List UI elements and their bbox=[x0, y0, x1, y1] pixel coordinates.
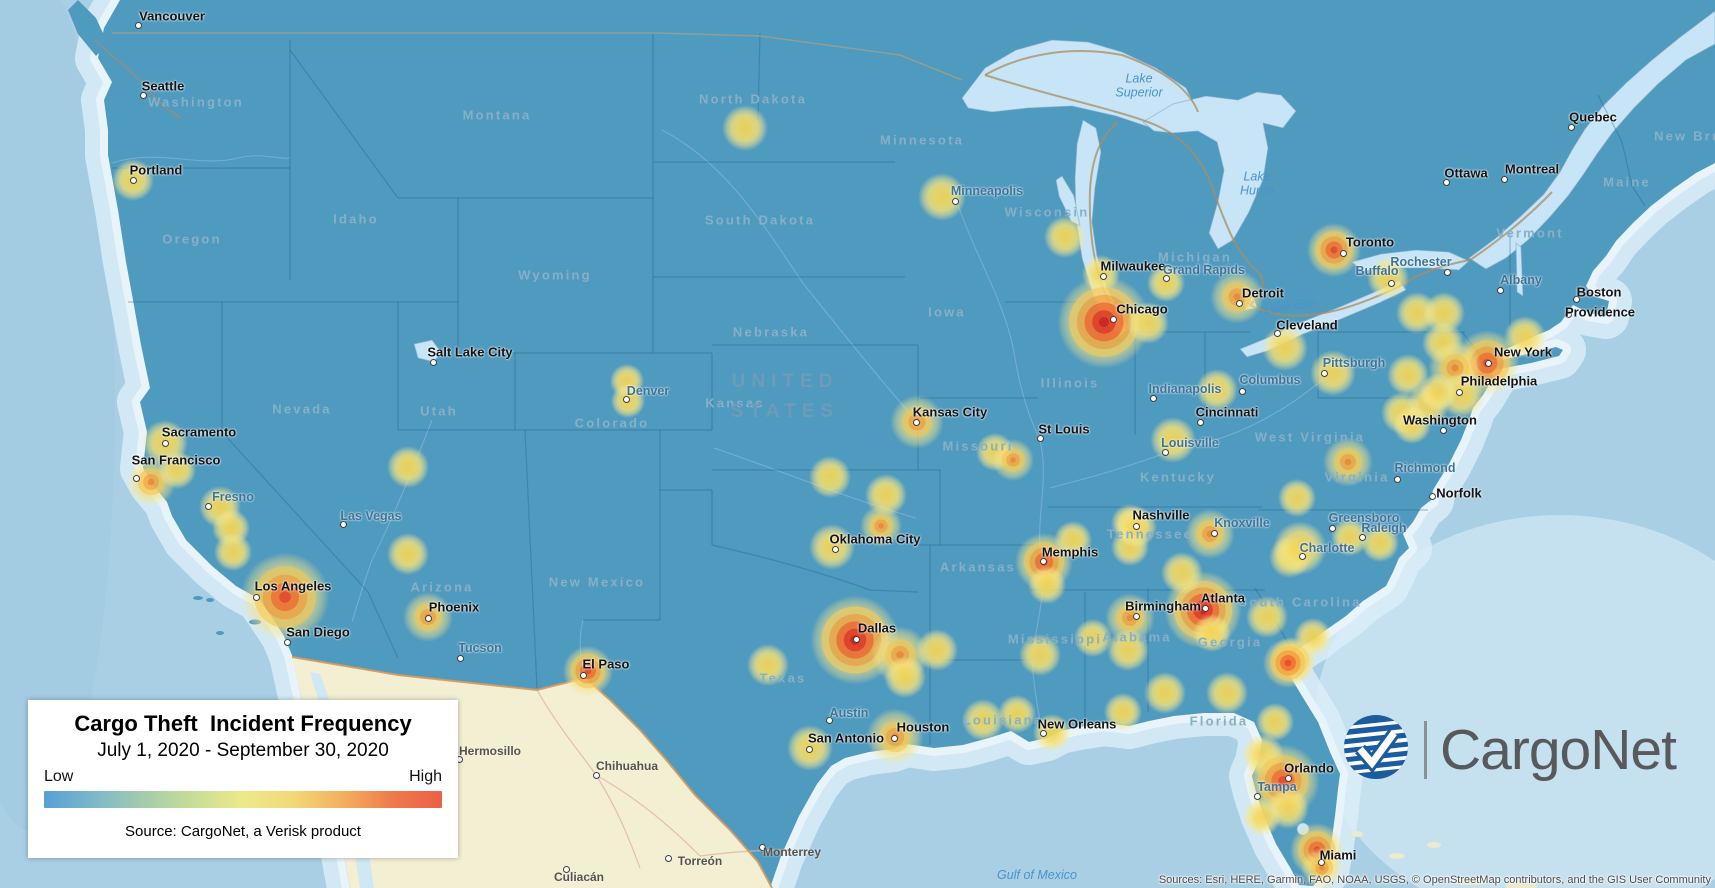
city-dot bbox=[1039, 729, 1047, 737]
city-dot bbox=[592, 771, 600, 779]
city-dot bbox=[339, 520, 347, 528]
logo-divider bbox=[1424, 720, 1427, 779]
city-dot bbox=[134, 21, 142, 29]
lake-okeechobee bbox=[1296, 822, 1310, 836]
pacific-deep-water bbox=[0, 0, 115, 830]
columbia-river bbox=[111, 155, 291, 164]
legend-date-range: July 1, 2020 - September 30, 2020 bbox=[97, 740, 389, 761]
legend-panel: Cargo Theft Incident Frequency July 1, 2… bbox=[28, 700, 458, 858]
city-dot bbox=[1317, 858, 1325, 866]
cargonet-logo: CargoNet bbox=[1340, 713, 1677, 786]
missouri-river bbox=[661, 129, 915, 419]
city-dot bbox=[1132, 522, 1140, 530]
city-dot bbox=[424, 614, 432, 622]
city-dot bbox=[579, 671, 587, 679]
city-dot bbox=[622, 395, 630, 403]
city-dot bbox=[132, 474, 140, 482]
legend-gradient-bar bbox=[44, 791, 442, 808]
city-dot bbox=[1443, 268, 1451, 276]
lake-champlain bbox=[1515, 241, 1524, 297]
cargonet-globe-icon bbox=[1340, 713, 1412, 786]
mexico-road bbox=[595, 774, 789, 857]
legend-low-label: Low bbox=[44, 768, 74, 785]
city-dot bbox=[1036, 434, 1044, 442]
city-dot bbox=[890, 734, 898, 742]
city-dot bbox=[1235, 299, 1243, 307]
brand-name: CargoNet bbox=[1440, 717, 1677, 782]
city-dot bbox=[1393, 475, 1401, 483]
city-dot bbox=[1567, 123, 1575, 131]
city-dot bbox=[1039, 557, 1047, 565]
legend-high-label: High bbox=[409, 768, 442, 785]
mississippi-river bbox=[957, 204, 1047, 737]
legend-source: Source: CargoNet, a Verisk product bbox=[125, 823, 361, 840]
city-dot bbox=[1132, 612, 1140, 620]
city-dot bbox=[825, 716, 833, 724]
city-dot bbox=[562, 865, 570, 873]
city-dot bbox=[1149, 394, 1157, 402]
lake-huron bbox=[1142, 91, 1297, 250]
city-dot bbox=[1196, 418, 1204, 426]
city-dot bbox=[1284, 774, 1292, 782]
city-dot bbox=[456, 654, 464, 662]
city-dot bbox=[912, 418, 920, 426]
city-dot bbox=[1201, 604, 1209, 612]
city-dot bbox=[139, 91, 147, 99]
city-dot bbox=[1109, 315, 1117, 323]
city-dot bbox=[283, 638, 291, 646]
city-dot bbox=[805, 745, 813, 753]
city-dot bbox=[1439, 426, 1447, 434]
city-dot bbox=[1564, 310, 1572, 318]
city-dot bbox=[831, 545, 839, 553]
great-salt-lake bbox=[413, 339, 442, 363]
city-dot bbox=[1328, 524, 1336, 532]
city-dot bbox=[204, 502, 212, 510]
city-dot bbox=[1484, 359, 1492, 367]
city-dot bbox=[1238, 387, 1246, 395]
city-dot bbox=[1572, 295, 1580, 303]
city-dot bbox=[1210, 529, 1218, 537]
city-dot bbox=[1320, 369, 1328, 377]
map-attribution: Sources: Esri, HERE, Garmin, FAO, NOAA, … bbox=[1158, 874, 1711, 886]
city-dot bbox=[951, 197, 959, 205]
city-dot bbox=[429, 358, 437, 366]
city-dot bbox=[1442, 178, 1450, 186]
city-dot bbox=[129, 176, 137, 184]
city-dot bbox=[1339, 249, 1347, 257]
city-dot bbox=[161, 439, 169, 447]
city-dot bbox=[1162, 274, 1170, 282]
legend-title: Cargo Theft Incident Frequency bbox=[74, 711, 412, 736]
city-dot bbox=[1161, 448, 1169, 456]
st-lawrence-river bbox=[1468, 10, 1715, 270]
city-dot bbox=[1099, 272, 1107, 280]
city-dot bbox=[1273, 329, 1281, 337]
islands bbox=[193, 596, 1537, 888]
city-dot bbox=[1500, 175, 1508, 183]
us-canada-border bbox=[112, 32, 963, 81]
city-dot bbox=[1253, 792, 1261, 800]
city-dot bbox=[664, 854, 672, 862]
city-dot bbox=[1428, 492, 1436, 500]
city-dot bbox=[1387, 279, 1395, 287]
city-dot bbox=[1496, 286, 1504, 294]
city-dot bbox=[852, 635, 860, 643]
city-dot bbox=[758, 843, 766, 851]
city-dot bbox=[252, 593, 260, 601]
city-dot bbox=[1455, 388, 1463, 396]
city-dot bbox=[1358, 533, 1366, 541]
city-dot bbox=[1298, 552, 1306, 560]
atlantic-bank bbox=[1315, 515, 1715, 888]
us-mexico-border bbox=[291, 656, 773, 888]
